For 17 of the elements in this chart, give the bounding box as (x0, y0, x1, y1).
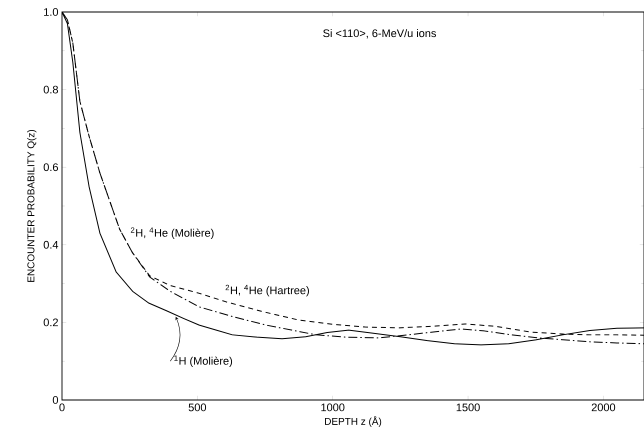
y-tick-label: 0.2 (44, 318, 58, 326)
y-tick-label: 0.6 (44, 163, 58, 172)
x-tick-label: 500 (188, 404, 206, 412)
series-label: $^{1}$H (Molière) (174, 355, 232, 367)
y-tick-label: 0.4 (44, 240, 58, 249)
x-tick-label: 0 (59, 404, 65, 412)
y-axis-title: ENCOUNTER PROBABILITY Q(z) (27, 130, 36, 282)
x-axis-title: DEPTH z (Å) (325, 416, 382, 427)
y-tick-label: 1.0 (44, 8, 58, 16)
x-tick-label: 1500 (456, 404, 480, 412)
series-label: $^{2}$H, $^{4}$He (Molière) (130, 227, 214, 239)
x-tick-label: 2000 (592, 404, 616, 412)
y-tick-label: 0 (52, 396, 58, 404)
annotation: Si <110>, 6-MeV/u ions (323, 29, 436, 38)
series-label: $^{2}$H, $^{4}$He (Hartree) (226, 284, 309, 296)
y-tick-label: 0.8 (44, 86, 58, 94)
x-tick-label: 1000 (321, 404, 344, 412)
